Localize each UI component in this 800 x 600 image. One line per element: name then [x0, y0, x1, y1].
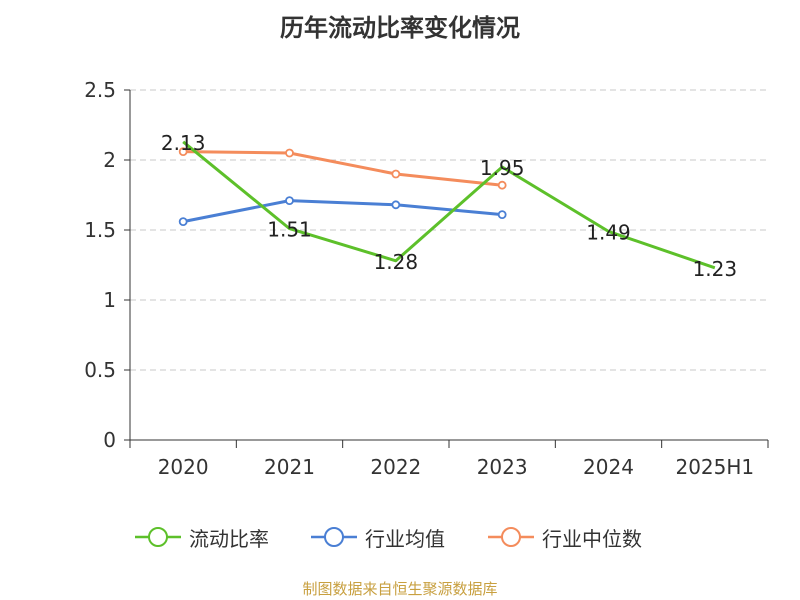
- legend-label: 行业均值: [365, 526, 445, 551]
- x-tick-label: 2023: [477, 455, 528, 479]
- data-point: [285, 148, 294, 158]
- series-line: [182, 140, 716, 270]
- series-line: [183, 150, 503, 187]
- y-tick-label: 0: [103, 428, 116, 452]
- y-tick-label: 1: [103, 288, 116, 312]
- x-tick-label: 2024: [583, 455, 634, 479]
- data-label: 1.23: [693, 257, 738, 281]
- legend-marker: [501, 527, 521, 547]
- y-tick-label: 0.5: [84, 358, 116, 382]
- data-point: [391, 169, 401, 179]
- data-point: [497, 210, 507, 220]
- legend-item: 行业中位数: [488, 522, 642, 552]
- legend-label: 行业中位数: [542, 526, 642, 551]
- series-line: [182, 199, 503, 224]
- x-tick-label: 2022: [370, 455, 421, 479]
- y-tick-label: 1.5: [84, 218, 116, 242]
- legend-item: 行业均值: [311, 522, 445, 552]
- legend-marker: [324, 527, 344, 547]
- source-note: 制图数据来自恒生聚源数据库: [302, 580, 498, 598]
- x-tick-label: 2020: [158, 455, 209, 479]
- data-point: [497, 180, 507, 190]
- data-label: 1.49: [586, 220, 631, 244]
- x-tick-label: 2025H1: [675, 455, 754, 479]
- data-point: [391, 200, 401, 210]
- y-tick-label: 2: [103, 148, 116, 172]
- legend: 流动比率 行业均值 行业中位数: [0, 522, 800, 552]
- legend-marker: [148, 527, 168, 547]
- data-point: [178, 217, 188, 227]
- data-point: [178, 147, 188, 157]
- y-tick-label: 2.5: [84, 78, 116, 102]
- data-point: [285, 196, 294, 206]
- data-label: 2.13: [161, 131, 206, 155]
- legend-symbol: [135, 527, 181, 547]
- legend-symbol: [488, 527, 534, 547]
- legend-label: 流动比率: [189, 526, 269, 551]
- data-label: 1.51: [267, 218, 312, 242]
- legend-symbol: [311, 527, 357, 547]
- x-tick-label: 2021: [264, 455, 315, 479]
- legend-item: 流动比率: [135, 522, 269, 552]
- data-label: 1.95: [480, 156, 525, 180]
- data-label: 1.28: [374, 250, 419, 274]
- chart-title: 历年流动比率变化情况: [280, 14, 520, 42]
